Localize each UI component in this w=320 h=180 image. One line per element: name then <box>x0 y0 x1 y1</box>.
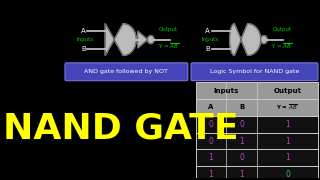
Text: NAND GATE: NAND GATE <box>3 112 238 146</box>
FancyBboxPatch shape <box>191 63 318 81</box>
Text: 1: 1 <box>240 170 244 179</box>
FancyBboxPatch shape <box>196 116 317 133</box>
FancyBboxPatch shape <box>196 149 317 166</box>
FancyBboxPatch shape <box>196 82 317 99</box>
Text: 1: 1 <box>240 137 244 146</box>
Text: Logic Symbol for NAND gate: Logic Symbol for NAND gate <box>210 69 299 74</box>
Text: 0: 0 <box>209 120 213 129</box>
Text: 1: 1 <box>209 170 213 179</box>
Text: AND gate followed by NOT: AND gate followed by NOT <box>84 69 168 74</box>
Text: B: B <box>205 46 210 51</box>
Text: 0: 0 <box>239 120 244 129</box>
Polygon shape <box>138 31 148 48</box>
Text: 1: 1 <box>285 153 290 162</box>
Text: B: B <box>239 104 244 110</box>
Text: A: A <box>205 28 210 34</box>
Text: Inputs: Inputs <box>214 88 239 94</box>
Text: Y = $\overline{AB}$: Y = $\overline{AB}$ <box>271 42 292 51</box>
Text: B: B <box>81 46 86 51</box>
Text: 0: 0 <box>239 153 244 162</box>
Text: A: A <box>81 28 86 34</box>
Text: 1: 1 <box>209 153 213 162</box>
Text: 1: 1 <box>285 120 290 129</box>
Polygon shape <box>230 24 260 55</box>
Circle shape <box>260 36 267 44</box>
Text: 0: 0 <box>209 137 213 146</box>
Text: Output: Output <box>159 27 178 32</box>
Text: Output: Output <box>272 27 291 32</box>
FancyBboxPatch shape <box>196 133 317 149</box>
Text: 1: 1 <box>285 137 290 146</box>
Text: 0: 0 <box>285 170 290 179</box>
Text: Inputs: Inputs <box>201 37 218 42</box>
FancyBboxPatch shape <box>196 99 317 116</box>
Text: A: A <box>208 104 214 110</box>
Polygon shape <box>105 24 136 55</box>
Text: Output: Output <box>273 88 301 94</box>
FancyBboxPatch shape <box>196 166 317 180</box>
FancyBboxPatch shape <box>65 63 188 81</box>
Text: Y = $\overline{AB}$: Y = $\overline{AB}$ <box>158 42 179 51</box>
Text: Inputs: Inputs <box>77 37 94 42</box>
Circle shape <box>148 36 154 44</box>
Text: Y = $\overline{AB}$: Y = $\overline{AB}$ <box>276 103 299 112</box>
